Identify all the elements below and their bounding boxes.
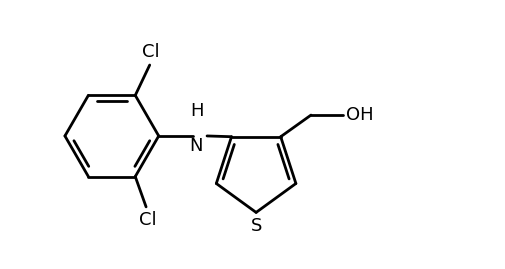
Text: N: N xyxy=(189,137,203,155)
Text: Cl: Cl xyxy=(142,43,160,61)
Text: Cl: Cl xyxy=(139,211,157,229)
Text: S: S xyxy=(250,217,262,235)
Text: OH: OH xyxy=(345,106,373,124)
Text: H: H xyxy=(190,102,204,120)
